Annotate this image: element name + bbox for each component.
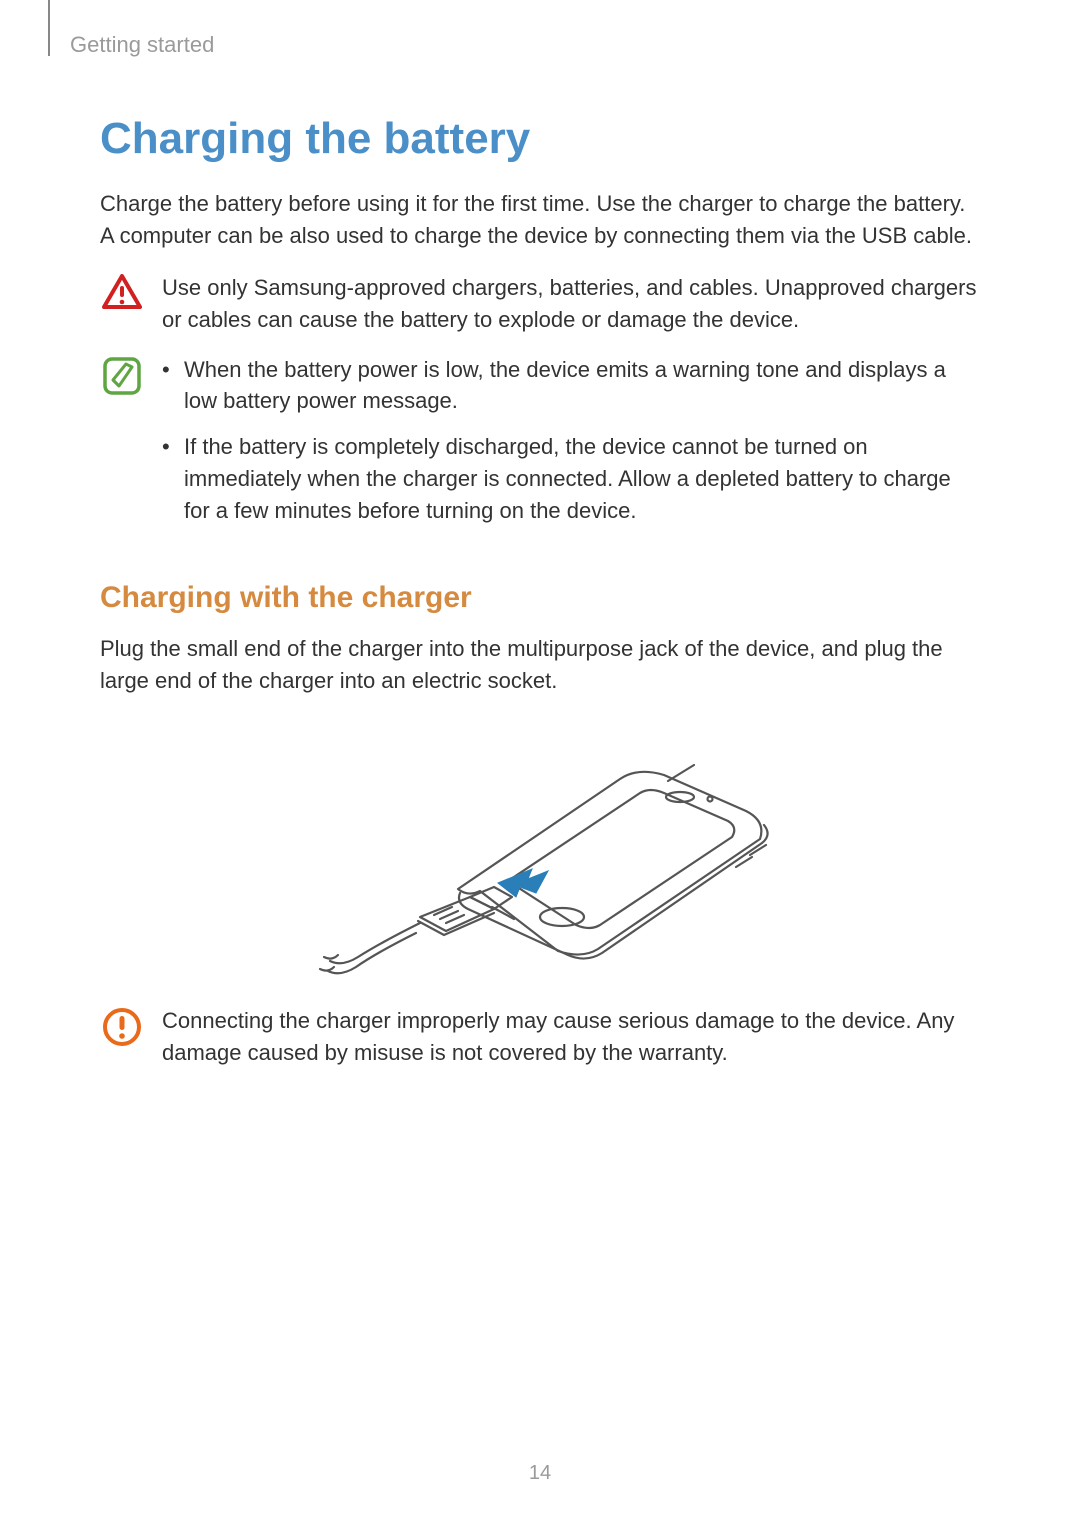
warning-text: Use only Samsung-approved chargers, batt… [162, 272, 980, 336]
section-label: Getting started [70, 32, 980, 58]
caution-callout: Connecting the charger improperly may ca… [100, 1005, 980, 1069]
caution-text: Connecting the charger improperly may ca… [162, 1005, 980, 1069]
charging-illustration [100, 721, 980, 981]
note-bullet-item: If the battery is completely discharged,… [162, 431, 980, 527]
note-callout: When the battery power is low, the devic… [100, 354, 980, 541]
phone-charger-svg [280, 721, 800, 981]
note-bullet-list: When the battery power is low, the devic… [162, 354, 980, 527]
page-number: 14 [0, 1462, 1080, 1485]
note-icon [100, 354, 144, 396]
note-bullet-item: When the battery power is low, the devic… [162, 354, 980, 418]
page-content: Getting started Charging the battery Cha… [0, 0, 1080, 1069]
warning-icon [100, 272, 144, 310]
header-side-rule [48, 0, 50, 56]
warning-callout: Use only Samsung-approved chargers, batt… [100, 272, 980, 336]
intro-paragraph: Charge the battery before using it for t… [100, 188, 980, 252]
note-text: When the battery power is low, the devic… [162, 354, 980, 541]
sub-intro-paragraph: Plug the small end of the charger into t… [100, 633, 980, 697]
page-title: Charging the battery [100, 114, 980, 164]
subheading: Charging with the charger [100, 581, 980, 615]
caution-icon [100, 1005, 144, 1047]
